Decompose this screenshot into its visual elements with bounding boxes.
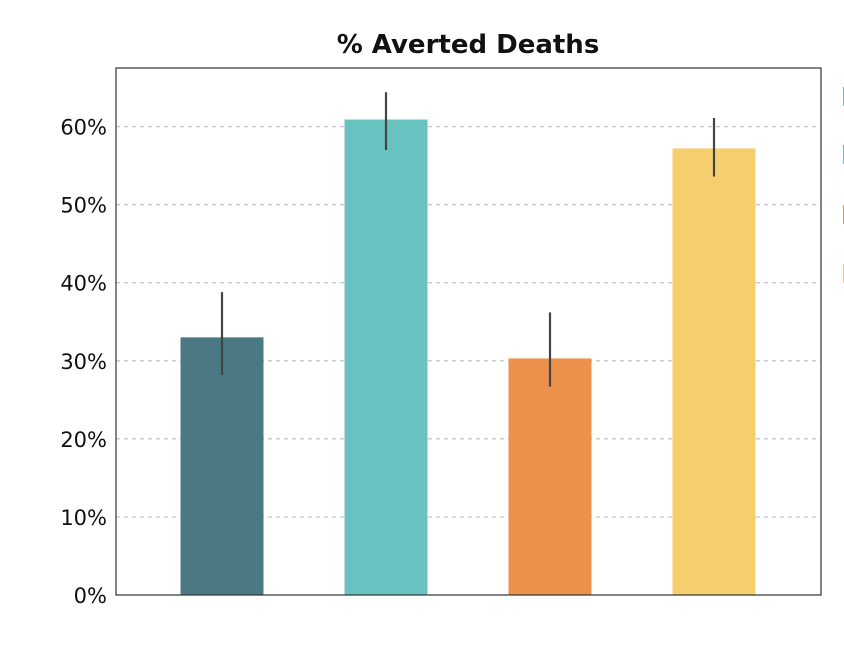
y-tick-label: 50%	[60, 194, 107, 218]
bar	[672, 148, 756, 595]
error-bars	[220, 92, 716, 387]
bar	[180, 337, 264, 595]
bars	[180, 119, 756, 595]
y-tick-label: 30%	[60, 350, 107, 374]
bar	[508, 358, 592, 595]
y-tick-label: 20%	[60, 428, 107, 452]
y-tick-label: 60%	[60, 116, 107, 140]
y-tick-label: 10%	[60, 506, 107, 530]
plot-frame	[115, 67, 822, 596]
y-axis-ticks: 0% 10% 20% 30% 40% 50% 60%	[60, 116, 107, 608]
bar	[344, 119, 428, 595]
y-tick-label: 0%	[74, 584, 107, 608]
chart-title: % Averted Deaths	[337, 30, 600, 60]
y-tick-label: 40%	[60, 272, 107, 296]
